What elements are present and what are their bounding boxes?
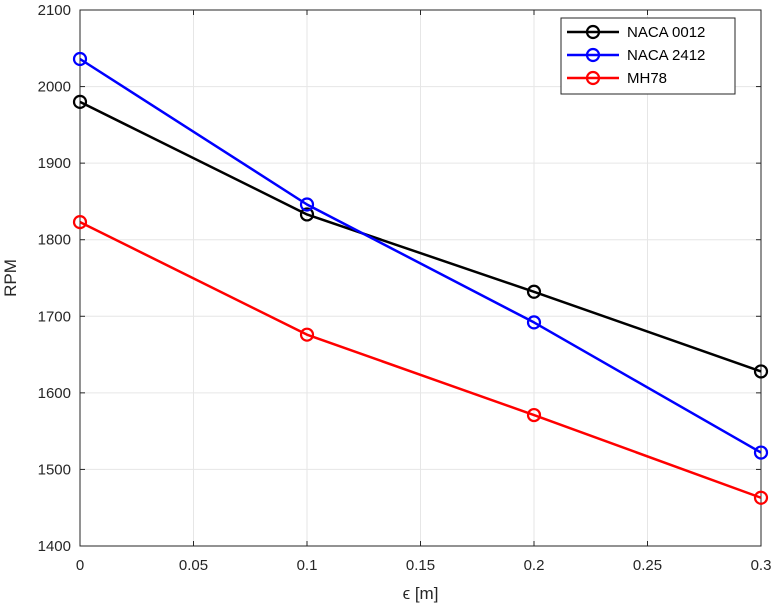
data-point xyxy=(72,51,88,67)
x-tick-label: 0 xyxy=(76,557,84,574)
series-line-1 xyxy=(79,57,762,454)
x-tick-label: 0.15 xyxy=(406,557,435,574)
x-tick-label: 0.1 xyxy=(297,557,318,574)
x-axis-label: ϵ [m] xyxy=(403,584,439,603)
y-tick-label: 2100 xyxy=(38,2,71,19)
data-point xyxy=(72,94,88,109)
series-line-2 xyxy=(79,220,762,499)
legend-entry-label: NACA 2412 xyxy=(627,47,705,64)
y-tick-label: 1700 xyxy=(38,308,71,325)
x-tick-label: 0.3 xyxy=(751,557,772,574)
y-tick-label: 1500 xyxy=(38,461,71,478)
plot-frame xyxy=(79,9,762,547)
data-point xyxy=(526,407,542,423)
data-point xyxy=(299,207,315,222)
series-group xyxy=(72,51,769,505)
series-line-0 xyxy=(79,100,762,373)
x-tick-label: 0.2 xyxy=(524,557,545,574)
data-point xyxy=(526,315,542,330)
y-tick-label: 2000 xyxy=(38,79,71,96)
data-point xyxy=(753,364,769,379)
y-tick-label: 1400 xyxy=(38,538,71,555)
data-point xyxy=(299,197,315,212)
y-tick-label: 1800 xyxy=(38,232,71,249)
tick-labels: 0 0.05 0.1 0.15 0.2 0.25 0.3 1400 1500 1600 1700 18… xyxy=(38,2,772,574)
data-point xyxy=(753,490,769,505)
legend-swatch-marker xyxy=(585,24,601,40)
legend-entry-label: NACA 0012 xyxy=(627,24,705,41)
plot-area-border xyxy=(79,9,762,547)
legend: NACA 0012 NACA 2412 MH78 xyxy=(560,17,736,95)
y-tick-label: 1600 xyxy=(38,385,71,402)
x-tick-label: 0.05 xyxy=(179,557,208,574)
x-tick-label: 0.25 xyxy=(633,557,662,574)
data-point xyxy=(753,445,769,460)
data-point xyxy=(299,327,315,342)
data-point xyxy=(526,284,542,299)
legend-entry-label: MH78 xyxy=(627,70,667,87)
legend-swatch-marker xyxy=(585,70,601,86)
y-tick-label: 1900 xyxy=(38,155,71,172)
y-axis-label: RPM xyxy=(1,259,20,297)
legend-swatch-marker xyxy=(585,47,601,63)
data-point xyxy=(72,215,88,230)
